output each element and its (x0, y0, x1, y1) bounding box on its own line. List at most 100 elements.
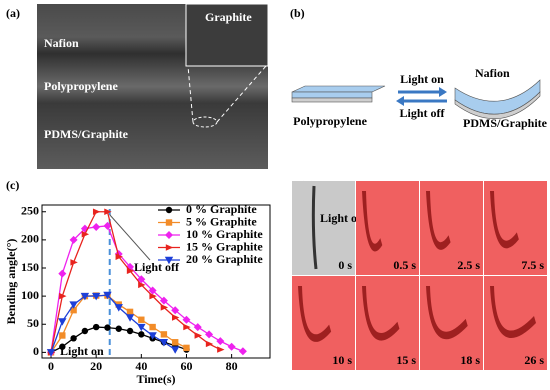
point (159, 339, 169, 347)
point (182, 315, 191, 324)
x-axis-label: Time(s) (136, 372, 175, 386)
sample (426, 286, 468, 340)
legend-marker (165, 244, 174, 251)
point (58, 318, 67, 326)
x-tick-label: 40 (135, 359, 147, 373)
point (104, 208, 112, 215)
point (194, 332, 202, 339)
panel-label: (a) (6, 6, 20, 20)
photo (292, 181, 355, 275)
layer-label: Nafion (44, 36, 79, 50)
arrow-head (396, 96, 404, 106)
y-tick-label: 200 (21, 232, 39, 246)
point (205, 340, 214, 348)
point (160, 331, 168, 338)
sample (362, 191, 383, 252)
plot-frame (41, 204, 271, 359)
bent-graphite (454, 91, 541, 120)
annotation: Light off (134, 260, 180, 274)
photo (356, 276, 419, 370)
point (91, 292, 101, 301)
point (138, 316, 145, 323)
point (92, 208, 101, 215)
point (126, 308, 134, 316)
layer-label: PDMS/Graphite (463, 116, 548, 130)
y-tick-label: 0 (33, 344, 39, 358)
sample (298, 286, 332, 342)
photo (420, 276, 483, 370)
point (137, 323, 146, 332)
x-tick-label: 0 (48, 359, 54, 373)
arrow-label: Light on (400, 72, 444, 86)
layer-label: PDMS/Graphite (44, 127, 129, 141)
time-label: 0.5 s (393, 258, 416, 272)
arrow-label: Light off (400, 106, 446, 120)
point (183, 323, 191, 331)
point (126, 267, 135, 275)
graphite-layer (291, 97, 373, 103)
series-line (50, 294, 176, 353)
y-tick-label: 250 (21, 204, 39, 218)
point (170, 346, 180, 354)
point (149, 323, 156, 331)
sample (311, 185, 318, 270)
point (205, 330, 214, 339)
point (70, 259, 78, 266)
point (125, 314, 135, 322)
time-label: 7.5 s (521, 258, 544, 272)
point (81, 231, 90, 238)
photo-grid: Light on 0 s 0.5 s 2.5 s 7.5 s 10 s 15 s 18 s 26… (292, 181, 547, 370)
time-label: 2.5 s (457, 258, 480, 272)
y-axis-label: Bending angle(°) (4, 239, 18, 325)
y-tick-label: 100 (21, 288, 39, 302)
nafion-layer (291, 85, 386, 93)
point (59, 332, 66, 339)
layer-label: Polypropylene (44, 79, 118, 93)
point (46, 349, 56, 357)
legend-label: 0 % Graphite (186, 202, 257, 216)
point (81, 327, 89, 335)
point (183, 344, 190, 352)
point (217, 346, 225, 353)
point (58, 269, 67, 278)
point (103, 221, 112, 230)
time-label: 0 s (338, 258, 352, 272)
photo (484, 276, 547, 370)
point (69, 235, 78, 244)
nafion-layer (291, 91, 373, 99)
arrow-head (439, 87, 447, 97)
time-label: 10 s (332, 353, 352, 367)
sample (490, 191, 519, 249)
time-label: 26 s (524, 353, 544, 367)
point (59, 292, 67, 300)
x-tick-label: 20 (90, 359, 102, 373)
series-line (50, 211, 221, 353)
point (171, 314, 180, 321)
sample (362, 286, 400, 341)
point (92, 222, 101, 231)
point (159, 296, 168, 305)
point (148, 286, 157, 295)
panel-label: (c) (6, 178, 19, 192)
annotation-arrow (109, 214, 151, 261)
point (126, 327, 134, 335)
legend-marker (165, 231, 173, 239)
point (138, 331, 145, 338)
zoom-line (187, 65, 194, 123)
x-tick-label: 60 (180, 359, 192, 373)
y-tick-label: 150 (21, 260, 39, 274)
point (104, 324, 111, 331)
legend-marker (164, 256, 174, 265)
layer-label: Polypropylene (293, 114, 367, 128)
point (138, 281, 146, 289)
layer-label: Nafion (475, 66, 510, 80)
point (171, 306, 180, 315)
zoom-line (216, 65, 267, 123)
point (80, 292, 90, 301)
legend-label: 20 % Graphite (186, 252, 263, 266)
panel-label: (b) (290, 6, 305, 20)
photo-label: Light on (320, 211, 364, 225)
legend-marker (165, 206, 173, 214)
point (69, 301, 78, 309)
point (160, 304, 169, 311)
